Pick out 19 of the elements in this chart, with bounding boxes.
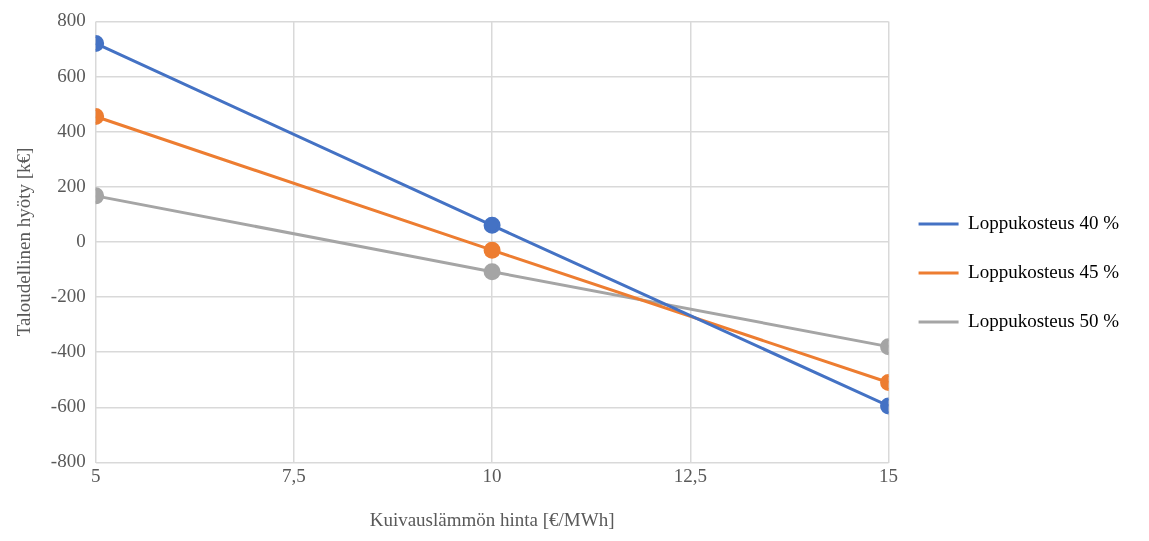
y-tick-label: 400 bbox=[57, 119, 86, 141]
y-tick-label: 0 bbox=[76, 229, 86, 251]
x-tick-label: 10 bbox=[482, 464, 502, 486]
y-tick-label: 600 bbox=[57, 64, 86, 86]
y-tick-label: -800 bbox=[50, 450, 86, 472]
legend-label: Loppukosteus 50 % bbox=[968, 309, 1120, 331]
x-tick-label: 7,5 bbox=[281, 464, 306, 486]
legend-label: Loppukosteus 40 % bbox=[968, 211, 1120, 233]
y-tick-label: -200 bbox=[50, 285, 86, 307]
y-tick-label: 800 bbox=[57, 9, 86, 31]
y-tick-label: -600 bbox=[50, 395, 86, 417]
x-axis-title: Kuivauslämmön hinta [€/MWh] bbox=[369, 508, 615, 530]
x-tick-label: 5 bbox=[90, 464, 101, 486]
legend-label: Loppukosteus 45 % bbox=[968, 260, 1120, 282]
x-tick-label: 12,5 bbox=[673, 464, 707, 486]
y-axis-title: Taloudellinen hyöty [k€] bbox=[13, 147, 35, 337]
y-tick-label: -400 bbox=[50, 340, 86, 362]
y-tick-label: 200 bbox=[57, 174, 86, 196]
x-tick-label: 15 bbox=[879, 464, 899, 486]
